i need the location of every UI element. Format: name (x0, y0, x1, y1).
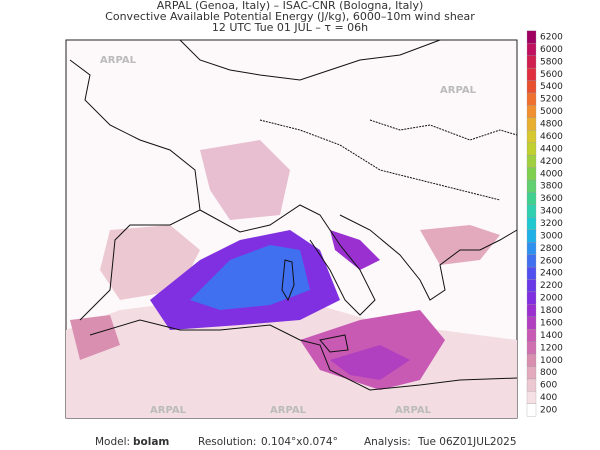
colorbar-label: 1200 (540, 343, 563, 353)
colorbar-swatch (526, 192, 537, 206)
colorbar: 200 400 600 800 1000 1200 1400 1600 1800 2000 2200… (526, 30, 563, 417)
colorbar-label: 6200 (540, 33, 563, 43)
colorbar-label: 5200 (540, 95, 563, 105)
colorbar-label: 4400 (540, 144, 563, 154)
footer-label: Analysis: (364, 436, 411, 448)
colorbar-swatch (526, 204, 537, 218)
colorbar-swatch (526, 241, 537, 255)
colorbar-swatch (526, 179, 537, 193)
colorbar-label: 400 (540, 393, 557, 403)
header-line: 12 UTC Tue 01 JUL – τ = 06h (212, 21, 368, 34)
colorbar-swatch (526, 366, 537, 380)
colorbar-label: 5600 (540, 70, 563, 80)
colorbar-swatch (526, 229, 537, 243)
colorbar-swatch (526, 403, 537, 417)
watermark: ARPAL (100, 55, 137, 66)
colorbar-label: 200 (540, 406, 557, 416)
watermark: ARPAL (395, 405, 432, 416)
colorbar-swatch (526, 142, 537, 156)
colorbar-swatch (526, 353, 537, 367)
colorbar-swatch (526, 304, 537, 317)
colorbar-label: 1800 (540, 306, 563, 316)
colorbar-swatch (526, 154, 537, 168)
colorbar-swatch (526, 117, 537, 131)
colorbar-label: 3800 (540, 182, 563, 192)
colorbar-label: 600 (540, 381, 557, 391)
colorbar-label: 2000 (540, 294, 563, 304)
colorbar-label: 1000 (540, 356, 563, 366)
colorbar-label: 5800 (540, 57, 563, 67)
colorbar-swatch (526, 105, 537, 118)
colorbar-swatch (526, 217, 537, 230)
footer-label: Model: (95, 436, 130, 448)
colorbar-label: 4200 (540, 157, 563, 167)
header-line: Convective Available Potential Energy (J… (105, 10, 475, 23)
colorbar-swatch (526, 67, 537, 81)
colorbar-label: 1400 (540, 331, 563, 341)
watermark: ARPAL (440, 85, 477, 96)
watermark: ARPAL (150, 405, 187, 416)
colorbar-label: 3600 (540, 194, 563, 204)
colorbar-label: 4600 (540, 132, 563, 142)
colorbar-swatch (526, 378, 537, 392)
colorbar-swatch (526, 266, 537, 280)
colorbar-label: 4800 (540, 120, 563, 130)
colorbar-swatch (526, 316, 537, 330)
colorbar-label: 3200 (540, 219, 563, 229)
colorbar-label: 2800 (540, 244, 563, 254)
colorbar-label: 800 (540, 368, 557, 378)
colorbar-swatch (526, 55, 537, 69)
colorbar-swatch (526, 167, 537, 181)
watermark: ARPAL (270, 405, 307, 416)
colorbar-label: 1600 (540, 318, 563, 328)
colorbar-swatch (526, 130, 537, 143)
watermarks: ARPAL ARPAL ARPAL ARPAL ARPAL (100, 55, 477, 416)
colorbar-swatch (526, 391, 537, 404)
colorbar-swatch (526, 291, 537, 305)
colorbar-label: 2200 (540, 281, 563, 291)
footer-value: 0.104°x0.074° (261, 436, 338, 448)
colorbar-swatch (526, 43, 537, 56)
colorbar-swatch (526, 80, 537, 94)
map: ARPAL ARPAL ARPAL ARPAL ARPAL (65, 39, 518, 419)
colorbar-swatch (526, 279, 537, 293)
colorbar-swatch (526, 30, 537, 44)
colorbar-label: 3400 (540, 207, 563, 217)
colorbar-swatch (526, 92, 537, 106)
colorbar-label: 2600 (540, 256, 563, 266)
colorbar-swatch (526, 329, 537, 342)
colorbar-swatch (526, 341, 537, 355)
colorbar-label: 4000 (540, 169, 563, 179)
colorbar-swatch (526, 254, 537, 268)
colorbar-label: 3000 (540, 231, 563, 241)
colorbar-label: 5000 (540, 107, 563, 117)
footer-label: Resolution: (198, 436, 256, 448)
cape-field (66, 140, 517, 418)
colorbar-label: 5400 (540, 82, 563, 92)
header-line: ARPAL (Genoa, Italy) – ISAC-CNR (Bologna… (157, 0, 424, 12)
footer-value: bolam (133, 436, 169, 448)
footer-value: Tue 06Z01JUL2025 (417, 436, 517, 448)
colorbar-label: 2400 (540, 269, 563, 279)
coastlines (69, 39, 518, 391)
colorbar-label: 6000 (540, 45, 563, 55)
